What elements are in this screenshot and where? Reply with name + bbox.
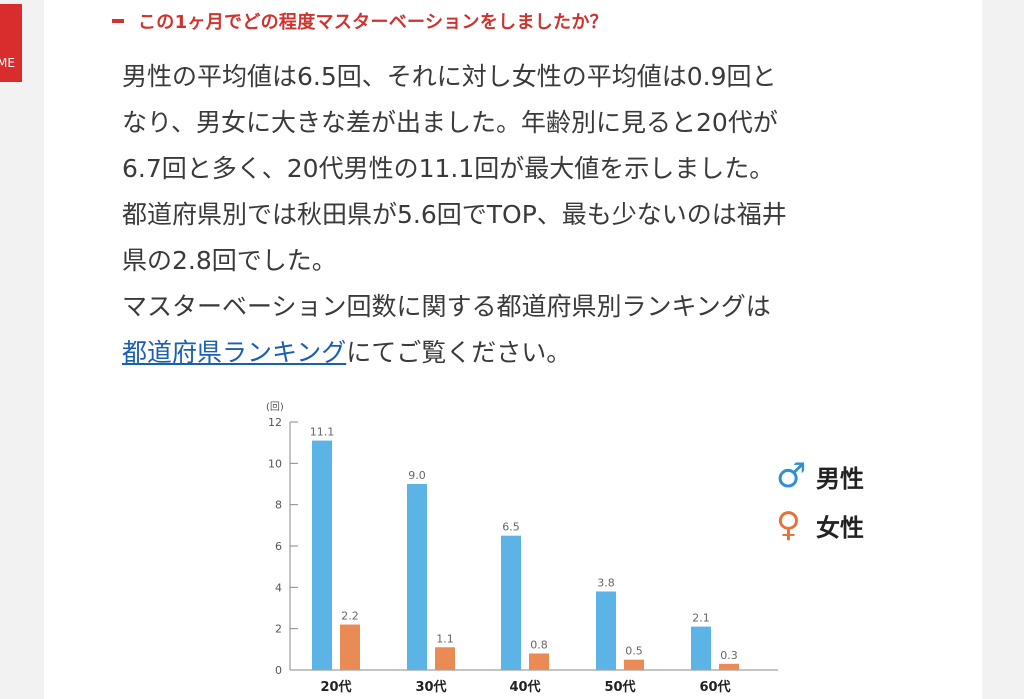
y-tick-label: 0 xyxy=(275,664,282,677)
bar-male xyxy=(596,591,616,670)
paragraph-line: 男性の平均値は6.5回、それに対し女性の平均値は0.9回と xyxy=(122,62,777,91)
prefecture-ranking-link[interactable]: 都道府県ランキング xyxy=(122,338,347,367)
y-tick-label: 10 xyxy=(268,457,282,470)
bar-male xyxy=(691,626,711,670)
paragraph-line: 6.7回と多く、20代男性の11.1回が最大値を示しました。 xyxy=(122,154,775,183)
y-tick-label: 8 xyxy=(275,499,282,512)
x-tick-label: 50代 xyxy=(604,679,635,695)
legend-male-label: 男性 xyxy=(816,464,864,493)
heading-marker xyxy=(112,19,124,23)
paragraph-line-with-link: 都道府県ランキングにてご覧ください。 xyxy=(122,330,922,376)
heading-text: この1ヶ月でどの程度マスターベーションをしましたか？ xyxy=(138,12,608,33)
bar-female xyxy=(435,647,455,670)
data-label: 0.8 xyxy=(530,638,548,651)
home-tab-label: ME xyxy=(0,56,15,70)
data-label: 9.0 xyxy=(408,469,426,482)
legend-male: ♂ 男性 xyxy=(776,456,896,496)
female-symbol-icon: ♀ xyxy=(776,505,801,545)
data-label: 2.2 xyxy=(341,610,359,623)
x-tick-label: 20代 xyxy=(320,679,351,695)
x-tick-label: 60代 xyxy=(699,679,730,695)
paragraph-line: マスターベーション回数に関する都道府県別ランキングは xyxy=(122,292,771,321)
legend-female-label: 女性 xyxy=(816,513,864,542)
data-label: 6.5 xyxy=(502,521,520,534)
bar-female xyxy=(719,663,739,670)
home-tab[interactable]: ME xyxy=(0,4,22,82)
bar-female xyxy=(624,659,644,670)
x-tick-label: 30代 xyxy=(415,679,446,695)
bar-female xyxy=(340,624,360,670)
y-tick-label: 12 xyxy=(268,416,282,429)
y-tick-label: 2 xyxy=(275,623,282,636)
paragraph-line: 都道府県別では秋田県が5.6回でTOP、最も少ないのは福井 xyxy=(122,200,787,229)
y-tick-label: 4 xyxy=(275,581,282,594)
section-heading: この1ヶ月でどの程度マスターベーションをしましたか？ xyxy=(112,8,608,34)
data-label: 11.1 xyxy=(310,426,335,439)
data-label: 2.1 xyxy=(692,612,710,625)
bar-female xyxy=(529,653,549,670)
paragraph-line: 県の2.8回でした。 xyxy=(122,246,337,275)
data-label: 1.1 xyxy=(436,632,454,645)
x-tick-label: 40代 xyxy=(509,679,540,695)
bar-male xyxy=(312,440,332,670)
data-label: 3.8 xyxy=(597,576,615,589)
bar-male xyxy=(501,535,521,670)
data-label: 0.5 xyxy=(625,645,643,658)
male-symbol-icon: ♂ xyxy=(776,456,807,496)
bar-male xyxy=(407,484,427,670)
paragraph-line-end: にてご覧ください。 xyxy=(346,338,572,367)
legend-female: ♀ 女性 xyxy=(776,505,896,545)
description-paragraph: 男性の平均値は6.5回、それに対し女性の平均値は0.9回と なり、男女に大きな差… xyxy=(122,54,922,376)
y-tick-label: 6 xyxy=(275,540,282,553)
data-label: 0.3 xyxy=(720,649,738,662)
paragraph-line: なり、男女に大きな差が出ました。年齢別に見ると20代が xyxy=(122,108,778,137)
y-axis-unit-label: (回) xyxy=(266,401,284,413)
